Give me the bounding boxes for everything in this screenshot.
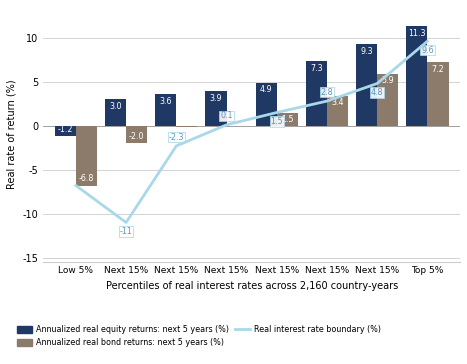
Bar: [55, 126, 76, 136]
Bar: [105, 99, 126, 126]
Bar: [126, 126, 147, 143]
Bar: [306, 62, 327, 126]
Bar: [277, 112, 298, 126]
Text: 1.5: 1.5: [281, 115, 294, 124]
Text: 2.8: 2.8: [321, 88, 333, 97]
Bar: [177, 126, 198, 127]
Bar: [205, 91, 226, 126]
Text: 3.0: 3.0: [109, 102, 122, 111]
Bar: [76, 126, 97, 186]
Bar: [377, 74, 398, 126]
Text: -2.0: -2.0: [129, 132, 144, 141]
Text: 7.3: 7.3: [310, 64, 323, 73]
Text: 5.9: 5.9: [382, 76, 394, 86]
Text: 3.9: 3.9: [210, 94, 222, 103]
Bar: [255, 83, 277, 126]
Text: -2.3: -2.3: [169, 132, 184, 142]
Legend: Annualized real equity returns: next 5 years (%), Annualized real bond returns: : Annualized real equity returns: next 5 y…: [14, 322, 384, 351]
Bar: [427, 62, 448, 126]
Text: 1.5: 1.5: [270, 117, 283, 126]
Bar: [327, 96, 348, 126]
Text: 11.3: 11.3: [408, 29, 425, 38]
Text: -11: -11: [120, 227, 133, 236]
Text: 7.2: 7.2: [432, 65, 444, 74]
Text: 3.6: 3.6: [160, 97, 172, 106]
Y-axis label: Real rate of return (%): Real rate of return (%): [7, 80, 17, 189]
Text: 4.8: 4.8: [371, 88, 383, 97]
Text: 9.3: 9.3: [361, 47, 373, 56]
Text: 4.9: 4.9: [260, 85, 273, 94]
Text: -1.2: -1.2: [57, 124, 73, 134]
Bar: [356, 44, 377, 126]
Text: -6.8: -6.8: [79, 174, 94, 183]
X-axis label: Percentiles of real interest rates across 2,160 country-years: Percentiles of real interest rates acros…: [106, 281, 398, 291]
Bar: [406, 26, 427, 126]
Text: 9.6: 9.6: [421, 46, 434, 55]
Text: 3.4: 3.4: [331, 98, 344, 107]
Text: 0.1: 0.1: [220, 111, 233, 120]
Bar: [155, 94, 177, 126]
